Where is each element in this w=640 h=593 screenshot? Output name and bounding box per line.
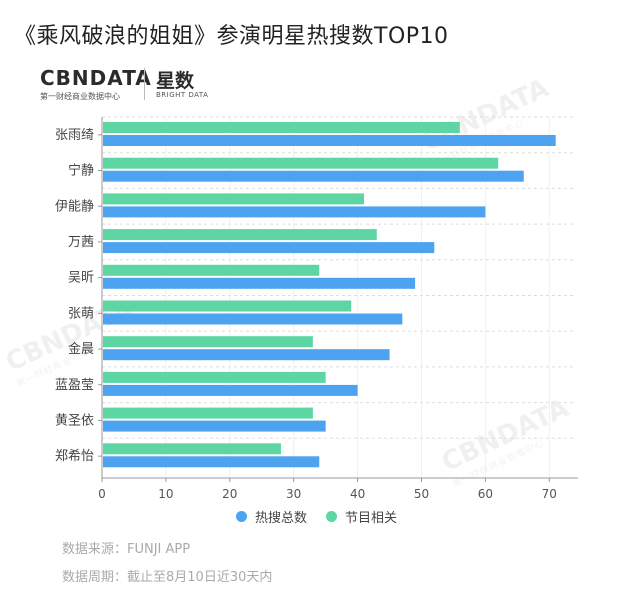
bar-show-related	[103, 193, 364, 205]
bar-show-related	[103, 443, 281, 455]
bar-hot-search	[103, 135, 556, 146]
data-source-note: 数据来源：FUNJI APP	[62, 542, 191, 557]
bright-data-logo-subtitle: BRIGHT DATA	[156, 91, 209, 99]
legend-dot-show-related	[326, 511, 337, 522]
legend-item-show-related[interactable]: 节目相关	[326, 507, 397, 526]
category-label: 金晨	[68, 341, 94, 357]
x-tick-label: 60	[478, 487, 493, 500]
bar-hot-search	[103, 313, 403, 325]
x-tick-label: 30	[286, 487, 301, 500]
x-tick-label: 70	[542, 487, 557, 500]
bar-show-related	[103, 300, 352, 312]
x-tick-label: 20	[222, 487, 237, 500]
logo-divider	[144, 68, 145, 100]
bar-hot-search	[103, 170, 524, 182]
bright-data-logo-text: 星数	[156, 70, 195, 92]
cbndata-logo-text: CBNDATA	[40, 66, 152, 90]
legend-item-hot-search[interactable]: 热搜总数	[236, 507, 307, 526]
category-label: 张雨绮	[55, 128, 94, 143]
bar-hot-search	[103, 420, 326, 432]
category-label: 伊能静	[55, 199, 94, 214]
x-tick-label: 0	[98, 487, 106, 500]
category-label: 郑希怡	[55, 449, 94, 464]
x-tick-label: 50	[414, 487, 429, 500]
bar-hot-search	[103, 349, 390, 361]
cbndata-logo-subtitle: 第一财经商业数据中心	[40, 92, 120, 101]
bar-show-related	[103, 336, 313, 348]
bar-show-related	[103, 122, 460, 133]
page-title: 《乘风破浪的姐姐》参演明星热搜数TOP10	[14, 24, 449, 49]
bar-show-related	[103, 371, 326, 383]
bar-hot-search	[103, 384, 358, 396]
bar-show-related	[103, 157, 499, 169]
bar-show-related	[103, 229, 377, 241]
brand-logo: CBNDATA 第一财经商业数据中心 星数 BRIGHT DATA	[40, 66, 260, 106]
bar-hot-search	[103, 206, 486, 218]
category-label: 宁静	[68, 163, 94, 179]
category-label: 张萌	[68, 306, 94, 321]
bar-hot-search	[103, 456, 320, 468]
category-label: 万茜	[68, 235, 94, 250]
x-tick-label: 40	[350, 487, 365, 500]
category-label: 蓝盈莹	[55, 378, 94, 393]
bar-hot-search	[103, 277, 416, 289]
chart-legend: 热搜总数 节目相关	[0, 507, 640, 527]
category-label: 黄圣依	[55, 413, 94, 428]
bar-show-related	[103, 264, 320, 276]
category-label: 吴昕	[68, 271, 94, 286]
legend-label-show-related: 节目相关	[345, 511, 398, 526]
legend-dot-hot-search	[236, 511, 247, 522]
data-period-note: 数据周期：截止至8月10日近30天内	[62, 570, 273, 585]
bar-hot-search	[103, 242, 435, 254]
x-tick-label: 10	[158, 487, 173, 500]
bar-show-related	[103, 407, 313, 419]
legend-label-hot-search: 热搜总数	[255, 511, 308, 526]
